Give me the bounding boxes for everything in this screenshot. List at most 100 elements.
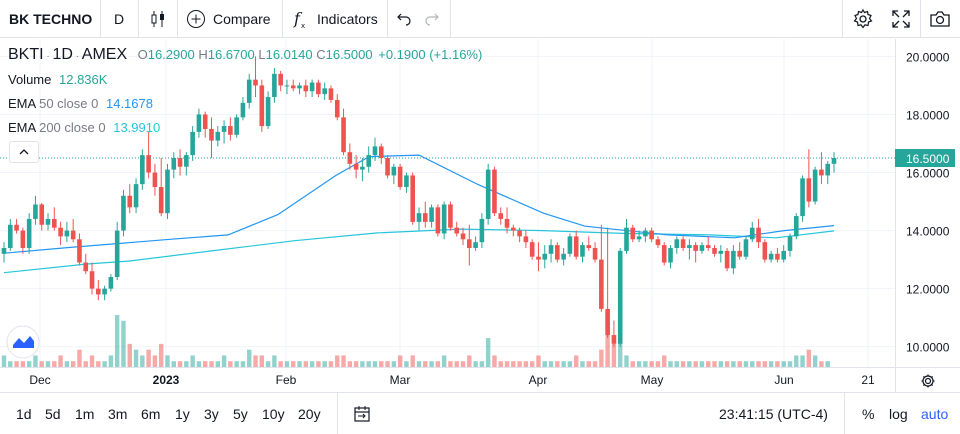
volume-label: Volume — [8, 72, 52, 87]
candle-body — [724, 250, 730, 269]
range-button-1m[interactable]: 1m — [75, 405, 95, 422]
volume-bar — [146, 349, 151, 367]
camera-icon — [930, 11, 950, 27]
compare-label: Compare — [213, 11, 271, 27]
volume-bar — [680, 361, 686, 367]
redo-button[interactable] — [424, 0, 440, 38]
collapse-legend-button[interactable] — [9, 141, 39, 163]
axis-divider — [895, 368, 896, 393]
candle-body — [114, 230, 120, 278]
candle-body — [511, 227, 516, 231]
volume-bar — [624, 355, 629, 367]
candle-body — [140, 155, 145, 185]
percent-toggle[interactable]: % — [862, 405, 875, 422]
candle-body — [504, 218, 510, 228]
compare-button[interactable]: Compare — [186, 0, 271, 38]
candle-body — [165, 169, 170, 214]
candle-body — [580, 245, 585, 257]
volume-bar — [548, 361, 554, 367]
range-button-5y[interactable]: 5y — [233, 405, 248, 422]
volume-bar — [234, 361, 239, 367]
candle-body — [693, 245, 698, 251]
candle-body — [473, 242, 478, 248]
volume-bar — [693, 361, 698, 367]
volume-bar — [435, 361, 441, 367]
range-button-3m[interactable]: 3m — [108, 405, 128, 422]
auto-toggle[interactable]: auto — [921, 405, 949, 422]
fullscreen-icon — [892, 10, 910, 28]
range-button-1y[interactable]: 1y — [175, 405, 190, 422]
candle-body — [674, 239, 680, 248]
candle-body — [712, 247, 717, 254]
time-tick-label: May — [640, 373, 664, 387]
candle-body — [309, 82, 315, 92]
volume-bar — [699, 361, 705, 367]
volume-bar — [26, 361, 32, 367]
candle-body — [536, 256, 541, 260]
volume-bar — [825, 361, 830, 367]
candle-body — [196, 114, 202, 132]
ema50-value: 14.1678 — [105, 96, 153, 111]
chart-type-button[interactable] — [148, 0, 168, 38]
candle-body — [467, 239, 472, 248]
chart-area[interactable]: 20.0000 18.0000 16.0000 14.0000 12.0000 10.00… — [0, 39, 960, 367]
candle-body — [146, 155, 151, 173]
volume-bar — [152, 355, 158, 367]
candle-body — [542, 253, 548, 260]
candle-body — [787, 236, 793, 251]
volume-bar — [504, 361, 510, 367]
log-toggle[interactable]: log — [889, 405, 908, 422]
last-price-label: 16.5000 — [906, 152, 950, 166]
candle-body — [768, 253, 774, 260]
time-axis[interactable]: Dec 2023 Feb Mar Apr May Jun 21 — [0, 367, 960, 393]
volume-bar — [561, 361, 566, 367]
ema200-params: 200 close 0 — [39, 120, 106, 135]
candle-body — [680, 239, 686, 248]
volume-legend[interactable]: Volume 12.836K — [8, 72, 107, 87]
candle-body — [825, 163, 831, 176]
settings-button[interactable] — [852, 0, 874, 38]
chevron-up-icon — [19, 149, 29, 155]
fullscreen-button[interactable] — [892, 0, 910, 38]
range-button-10y[interactable]: 10y — [262, 405, 285, 422]
candle-body — [416, 213, 422, 222]
volume-bar — [272, 355, 277, 367]
candle-body — [108, 277, 114, 289]
screenshot-button[interactable] — [929, 0, 951, 38]
undo-button[interactable] — [396, 0, 412, 38]
price-tick-label: 16.0000 — [906, 167, 950, 181]
clock-time[interactable]: 23:41:15 (UTC-4) — [719, 405, 828, 422]
range-button-6m[interactable]: 6m — [141, 405, 161, 422]
range-button-5d[interactable]: 5d — [45, 405, 61, 422]
interval-button[interactable]: D — [114, 11, 125, 27]
candle-body — [52, 218, 57, 228]
candle-body — [102, 288, 107, 295]
ema200-legend[interactable]: EMA 200 close 0 13.9910 — [8, 120, 160, 135]
volume-bar — [8, 361, 13, 367]
axis-settings-icon[interactable] — [920, 373, 936, 389]
volume-bar — [498, 361, 503, 367]
calendar-goto-icon — [354, 405, 370, 422]
volume-bar — [39, 361, 44, 367]
candle-body — [385, 158, 390, 176]
date-range-button[interactable] — [353, 393, 371, 434]
candle-body — [479, 218, 485, 243]
symbol-search[interactable]: BK TECHNO — [9, 11, 93, 27]
candle-body — [567, 236, 573, 254]
legend-exchange: AMEX — [81, 46, 128, 63]
candle-body — [441, 204, 447, 234]
range-button-1d[interactable]: 1d — [16, 405, 32, 422]
price-chart[interactable]: 20.0000 18.0000 16.0000 14.0000 12.0000 10.00… — [0, 39, 960, 367]
volume-bar — [77, 349, 82, 367]
ema200-label: EMA — [8, 120, 36, 135]
ema50-legend[interactable]: EMA 50 close 0 14.1678 — [8, 96, 153, 111]
candle-body — [605, 308, 610, 336]
candle-body — [202, 114, 208, 129]
range-button-3y[interactable]: 3y — [204, 405, 219, 422]
close-value: 16.5000 — [325, 47, 373, 62]
candle-body — [26, 218, 32, 248]
volume-bar — [662, 355, 667, 367]
volume-bar — [611, 343, 617, 367]
range-button-20y[interactable]: 20y — [298, 405, 321, 422]
